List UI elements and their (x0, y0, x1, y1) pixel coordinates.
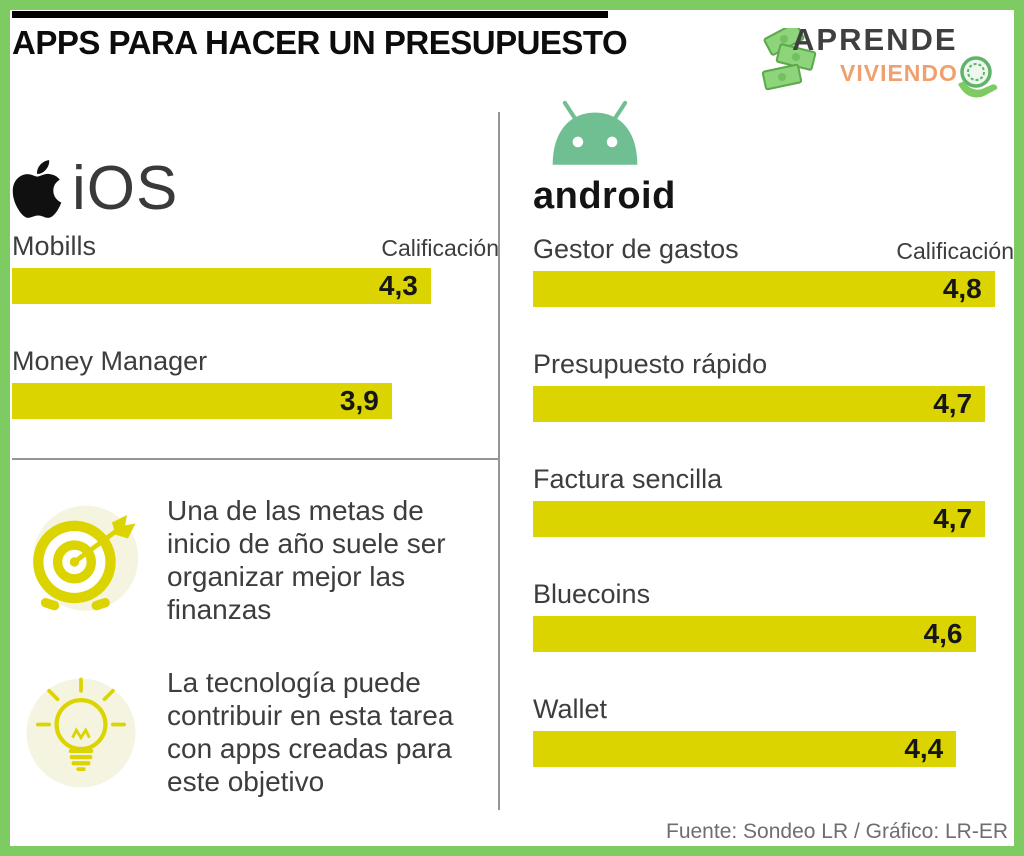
page-title: APPS PARA HACER UN PRESUPUESTO (12, 24, 628, 61)
logo-text-viviendo: VIVIENDO (840, 60, 958, 86)
app-row: Presupuesto rápido 4,7 (533, 346, 1014, 422)
android-platform-header: android (533, 98, 1014, 215)
rating-bar: 3,9 (12, 383, 392, 419)
rating-bar: 4,4 (533, 731, 957, 767)
hand-icon (958, 81, 998, 98)
android-robot-icon (552, 100, 638, 165)
android-column: android Gestor de gastos Calificación 4,8 P… (533, 98, 1014, 806)
android-platform-label: android (533, 175, 676, 217)
source-credit: Fuente: Sondeo LR / Gráfico: LR-ER (666, 820, 1008, 843)
app-row: Wallet 4,4 (533, 691, 1014, 767)
app-row: Mobills Calificación 4,3 (12, 228, 499, 304)
rating-bar: 4,6 (533, 616, 976, 652)
app-row: Money Manager 3,9 (12, 343, 499, 419)
app-name: Bluecoins (533, 579, 651, 609)
notes-section: Una de las metas de inicio de año suele … (12, 495, 499, 798)
rating-value: 4,4 (904, 733, 944, 764)
rating-bar: 4,8 (533, 271, 995, 307)
app-name: Wallet (533, 694, 608, 724)
rating-value: 4,3 (378, 270, 418, 301)
app-name: Factura sencilla (533, 464, 723, 494)
rating-value: 4,7 (933, 503, 973, 534)
ios-platform-label: iOS (72, 154, 179, 223)
ios-column: iOS Mobills Calificación 4,3 Money Manager 3… (12, 150, 499, 844)
note-text: Una de las metas de inicio de año suele … (167, 495, 446, 626)
rating-column-label: Calificación (896, 238, 1014, 264)
app-row: Factura sencilla 4,7 (533, 461, 1014, 537)
rating-bar: 4,3 (12, 268, 431, 304)
app-name: Gestor de gastos (533, 234, 739, 264)
note-row: La tecnología puede contribuir en esta t… (12, 667, 499, 798)
ios-platform-header: iOS (12, 150, 499, 228)
app-row: Bluecoins 4,6 (533, 576, 1014, 652)
target-icon (33, 505, 139, 611)
ios-app-list: Mobills Calificación 4,3 Money Manager 3,9 (12, 228, 499, 419)
rating-value: 4,6 (923, 618, 963, 649)
android-app-list: Gestor de gastos Calificación 4,8 Presupues… (533, 231, 1014, 767)
section-divider (12, 458, 499, 460)
app-row: Gestor de gastos Calificación 4,8 (533, 231, 1014, 307)
rating-value: 3,9 (339, 385, 379, 416)
rating-bar: 4,7 (533, 501, 986, 537)
rating-value: 4,7 (933, 388, 973, 419)
coin-icon (960, 56, 992, 88)
title-accent-bar (12, 11, 608, 18)
note-text: La tecnología puede contribuir en esta t… (167, 667, 454, 798)
apple-logo-icon (12, 160, 62, 218)
rating-value: 4,8 (942, 273, 982, 304)
lightbulb-icon (26, 677, 136, 788)
money-bills-icon (762, 28, 817, 91)
infographic-canvas: APPS PARA HACER UN PRESUPUESTO APRENDE V… (10, 10, 1014, 846)
logo-text-aprende: APRENDE (792, 22, 958, 57)
app-name: Presupuesto rápido (533, 349, 768, 379)
rating-column-label: Calificación (381, 235, 499, 261)
app-name: Mobills (12, 231, 97, 261)
rating-bar: 4,7 (533, 386, 986, 422)
aprende-viviendo-logo: APRENDE VIVIENDO (762, 14, 1002, 106)
note-row: Una de las metas de inicio de año suele … (12, 495, 499, 626)
app-name: Money Manager (12, 346, 208, 376)
column-divider (498, 112, 500, 810)
